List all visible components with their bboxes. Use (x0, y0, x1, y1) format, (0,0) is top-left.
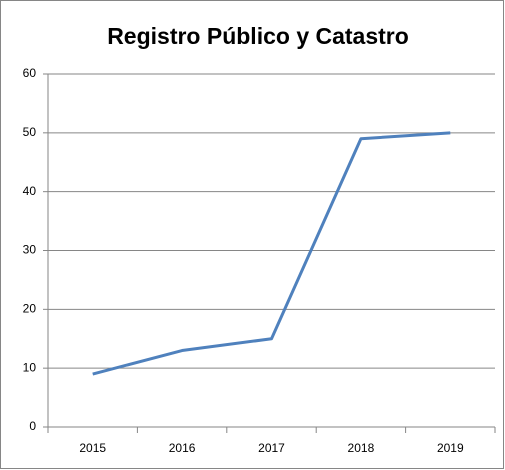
y-tick-label: 0 (29, 419, 36, 433)
chart-title: Registro Público y Catastro (107, 23, 409, 49)
y-tick-label: 50 (23, 125, 37, 139)
y-tick-label: 10 (23, 360, 37, 374)
data-line (92, 131, 451, 376)
y-tick-label: 40 (23, 184, 37, 198)
y-tick-label: 60 (23, 66, 37, 80)
y-tick-label: 20 (23, 302, 37, 316)
x-tick-label: 2018 (348, 441, 375, 455)
x-tick-label: 2015 (79, 441, 106, 455)
y-tick-label: 30 (23, 243, 37, 257)
x-tick-label: 2017 (258, 441, 285, 455)
x-tick-label: 2016 (169, 441, 196, 455)
x-tick-label: 2019 (437, 441, 464, 455)
